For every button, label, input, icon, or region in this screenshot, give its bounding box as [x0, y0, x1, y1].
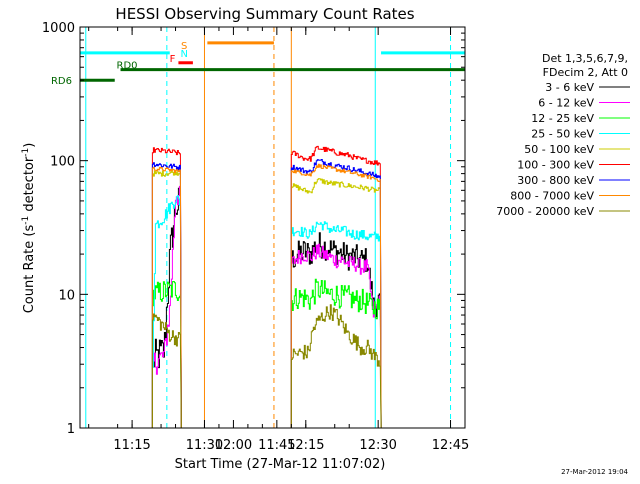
x-axis-label: Start Time (27-Mar-12 11:07:02) [175, 457, 386, 472]
legend-label: 300 - 800 keV [517, 174, 594, 187]
series-line [290, 178, 382, 429]
timestamp: 27-Mar-2012 19:04 [561, 468, 628, 476]
series-line [290, 221, 382, 429]
x-tick-label: 11:30 [186, 438, 223, 453]
flag-label: N [180, 49, 187, 60]
series-line [290, 145, 382, 429]
x-tick-label: 12:45 [432, 438, 469, 453]
series-line [151, 281, 182, 429]
series-line [290, 163, 382, 429]
legend: Det 1,3,5,6,7,9, FDecim 2, Att 0 3 - 6 k… [496, 52, 630, 218]
legend-header-detectors: Det 1,3,5,6,7,9, [542, 52, 628, 65]
y-axis-label: Count Rate (s-1 detector-1) [21, 143, 37, 314]
axes: RD6 11:15 11:30 11:45 12:00 12:15 12:30 12:45 1 1… [42, 21, 469, 453]
series-line [151, 166, 182, 429]
legend-label: 50 - 100 keV [524, 143, 594, 156]
series-line [151, 195, 182, 429]
flag-label: RD0 [117, 61, 138, 72]
series-line [151, 313, 182, 429]
flag-label: RD6 [51, 76, 72, 87]
series-line [290, 243, 382, 429]
y-tick-label: 100 [50, 155, 75, 170]
x-tick-label: 11:45 [258, 438, 295, 453]
x-tick-label: 12:15 [287, 438, 324, 453]
legend-label: 25 - 50 keV [531, 128, 594, 141]
flag-label: S [181, 41, 187, 52]
series-line [290, 304, 382, 429]
y-label-sup: -1 [21, 148, 31, 157]
x-tick-label: 12:30 [359, 438, 396, 453]
x-tick-label: 11:15 [113, 438, 150, 453]
legend-label: 100 - 300 keV [517, 159, 594, 172]
y-tick-label: 1000 [42, 21, 75, 36]
legend-label: 800 - 7000 keV [510, 190, 594, 203]
legend-label: 3 - 6 keV [545, 81, 594, 94]
y-label-sup: -1 [21, 216, 31, 225]
chart-title: HESSI Observing Summary Count Rates [115, 5, 414, 23]
legend-label: 12 - 25 keV [531, 112, 594, 125]
legend-label: 6 - 12 keV [538, 97, 594, 110]
series-line [290, 232, 382, 429]
x-tick-label: 12:00 [215, 438, 252, 453]
series-line [151, 170, 182, 429]
plot-frame [79, 26, 466, 429]
y-label-part: Count Rate (s [22, 225, 37, 314]
plot-area: RD0 F NS [80, 27, 465, 429]
series-line [151, 147, 182, 429]
y-tick-label: 1 [67, 422, 75, 437]
legend-header-decimation: FDecim 2, Att 0 [543, 66, 628, 79]
series-line [151, 187, 182, 429]
legend-label: 7000 - 20000 keV [496, 205, 594, 218]
y-label-part: ) [22, 143, 37, 148]
series-line [290, 278, 382, 429]
series-line [151, 162, 182, 429]
y-tick-label: 10 [58, 288, 75, 303]
y-label-part: detector [22, 156, 37, 216]
flag-label: F [170, 54, 176, 65]
series-line [290, 159, 382, 429]
